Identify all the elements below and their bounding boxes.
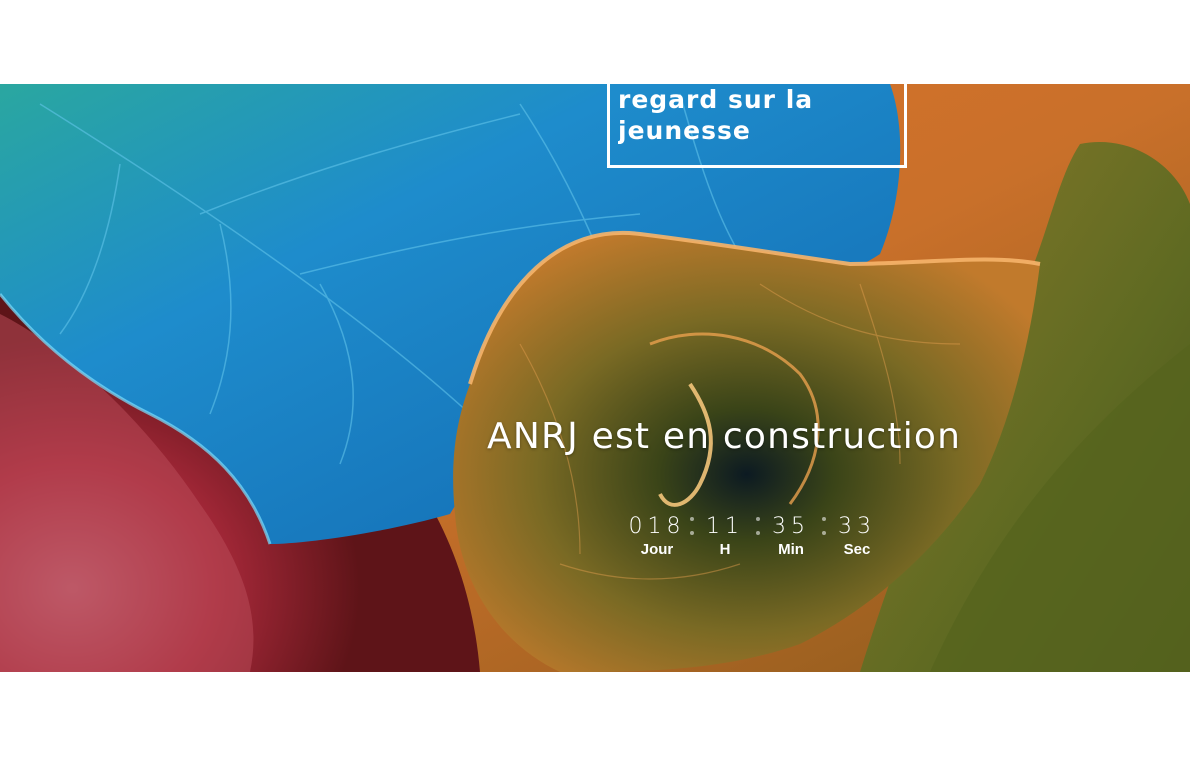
countdown-separator-icon — [690, 515, 696, 541]
tagline-line-1: regard sur la — [618, 85, 814, 114]
countdown-hours-label: H — [719, 541, 731, 558]
countdown-seconds-value: 33 — [838, 514, 876, 539]
countdown-seconds: 33 Sec — [822, 513, 892, 561]
countdown-days-value: 018 — [628, 514, 686, 539]
countdown-minutes-value: 35 — [772, 514, 810, 539]
countdown-separator-icon — [756, 515, 762, 541]
countdown-minutes-label: Min — [778, 541, 804, 558]
countdown-hours: 11 H — [690, 513, 760, 561]
countdown-days-label: Jour — [640, 541, 674, 558]
countdown-days: 018 Jour — [622, 513, 692, 561]
countdown-timer: 018 Jour 11 H 35 Min 33 Sec — [622, 513, 892, 569]
tagline-line-2: jeunesse — [618, 116, 751, 145]
hero-background-image — [0, 84, 1190, 672]
countdown-seconds-label: Sec — [843, 541, 871, 558]
page-headline: ANRJ est en construction — [487, 416, 962, 457]
countdown-minutes: 35 Min — [756, 513, 826, 561]
site-logo[interactable]: regard sur la jeunesse — [618, 84, 908, 172]
hero-section — [0, 84, 1190, 672]
countdown-separator-icon — [822, 515, 828, 541]
site-logo-frame[interactable] — [607, 78, 907, 168]
countdown-hours-value: 11 — [706, 514, 744, 539]
